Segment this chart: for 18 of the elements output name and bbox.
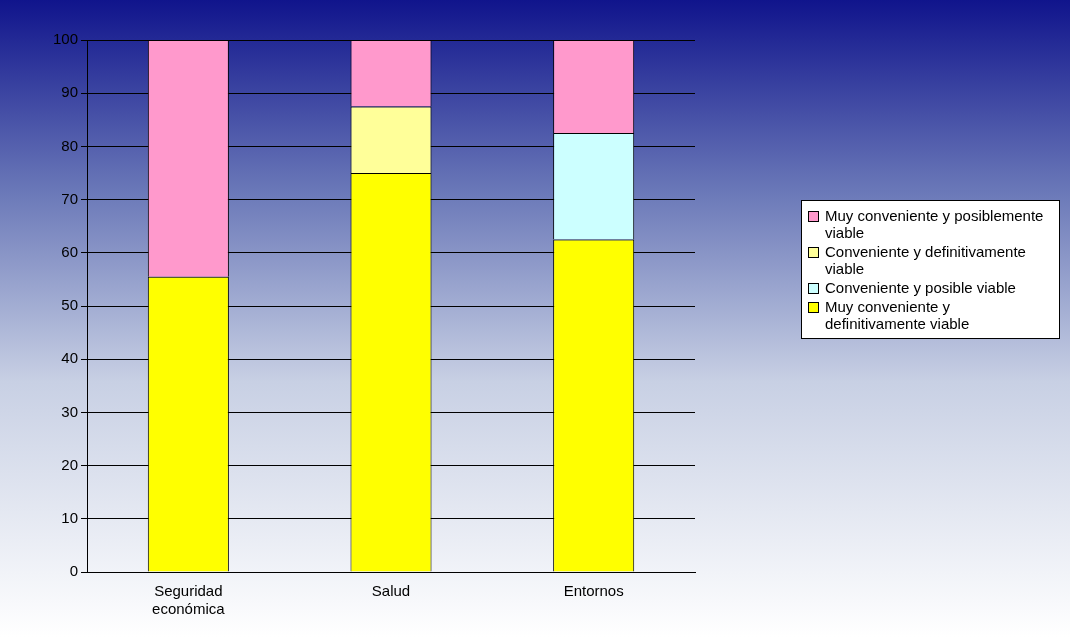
y-tick-label: 10 xyxy=(61,508,79,526)
legend-label: Muy conveniente y posiblemente viable xyxy=(825,207,1045,241)
y-tick-label: 70 xyxy=(61,189,79,207)
y-tick-label: 100 xyxy=(53,30,79,48)
legend-label: Conveniente y posible viable xyxy=(825,279,1016,296)
x-tick-label: Salud xyxy=(371,582,411,600)
x-tick-label: Entornos xyxy=(563,582,624,600)
y-tick-label: 40 xyxy=(61,349,79,367)
x-tick-label: Seguridad económica xyxy=(152,582,226,618)
legend-label: Conveniente y definitivamente viable xyxy=(825,243,1027,277)
y-tick-label: 50 xyxy=(61,296,79,314)
y-tick-label: 90 xyxy=(61,83,79,101)
y-tick-label: 30 xyxy=(61,402,79,420)
text: Muy conveniente y definitivamente viable xyxy=(825,298,971,332)
y-tick-label: 0 xyxy=(69,562,79,580)
y-tick-label: 80 xyxy=(61,136,79,154)
y-tick-label: 60 xyxy=(61,242,79,260)
y-tick-label: 20 xyxy=(61,455,79,473)
